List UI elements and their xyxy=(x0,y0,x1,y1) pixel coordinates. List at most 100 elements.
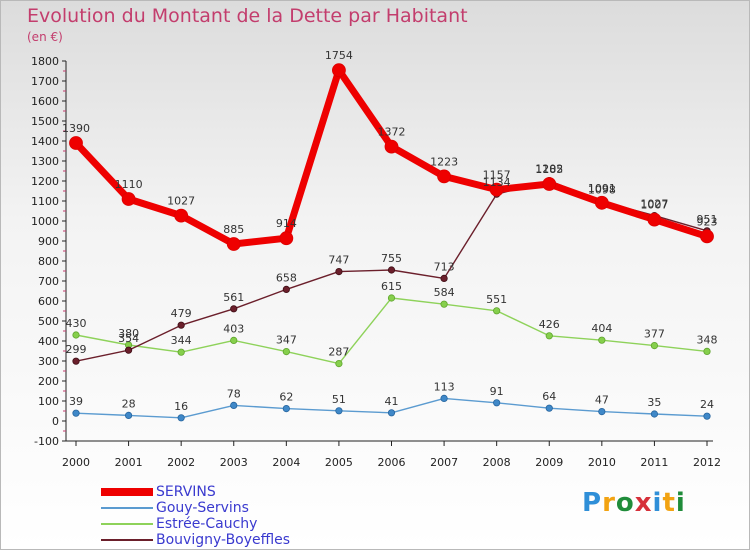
x-tick-label: 2012 xyxy=(693,456,721,469)
y-tick-label: 1700 xyxy=(31,75,59,88)
data-label: 1134 xyxy=(483,176,511,189)
data-point xyxy=(282,285,290,293)
data-label: 1157 xyxy=(483,169,511,182)
data-point xyxy=(493,307,501,315)
data-label: 299 xyxy=(66,343,87,356)
data-point xyxy=(440,394,448,402)
x-tick-label: 2008 xyxy=(483,456,511,469)
y-tick-label: 200 xyxy=(38,375,59,388)
y-tick-label: 300 xyxy=(38,355,59,368)
data-point xyxy=(174,208,189,223)
y-tick-label: 1100 xyxy=(31,195,59,208)
y-tick-label: 100 xyxy=(38,395,59,408)
data-point xyxy=(387,266,396,274)
data-label: 1202 xyxy=(535,163,563,176)
data-point xyxy=(124,411,133,419)
data-point xyxy=(335,407,343,415)
x-tick-label: 2004 xyxy=(272,456,300,469)
x-tick-label: 2010 xyxy=(588,456,616,469)
data-point xyxy=(72,409,80,417)
x-tick-label: 2006 xyxy=(378,456,406,469)
logo-letter: P xyxy=(582,488,603,518)
data-label: 914 xyxy=(276,217,297,230)
data-point xyxy=(121,192,136,206)
data-point xyxy=(650,341,659,350)
data-label: 658 xyxy=(276,271,297,284)
logo-letter: i xyxy=(652,488,663,518)
data-label: 1754 xyxy=(325,49,353,62)
data-label: 24 xyxy=(700,398,714,411)
data-label: 47 xyxy=(595,394,609,407)
proxiti-logo: Proxiti xyxy=(582,488,686,518)
data-label: 1223 xyxy=(430,155,458,168)
data-label: 1390 xyxy=(62,122,90,135)
data-label: 1372 xyxy=(378,126,406,139)
data-label: 344 xyxy=(171,334,192,347)
y-tick-label: 1200 xyxy=(31,175,59,188)
data-point xyxy=(384,139,399,154)
data-point xyxy=(279,231,294,246)
y-tick-label: 1000 xyxy=(31,215,59,228)
series-lines xyxy=(69,63,714,422)
data-point xyxy=(440,274,448,282)
y-tick-label: 1600 xyxy=(31,95,59,108)
data-point xyxy=(282,347,290,356)
data-label: 64 xyxy=(542,390,556,403)
data-label: 16 xyxy=(174,400,188,413)
x-tick-label: 2009 xyxy=(535,456,563,469)
logo-letter: i xyxy=(675,488,686,518)
data-label: 404 xyxy=(591,322,612,335)
y-tick-label: -100 xyxy=(34,435,59,448)
chart-title: Evolution du Montant de la Dette par Hab… xyxy=(27,5,468,27)
x-tick-label: 2007 xyxy=(430,456,458,469)
legend-swatch xyxy=(101,523,153,525)
data-label: 348 xyxy=(697,333,718,346)
logo-letter: r xyxy=(602,488,616,518)
data-point xyxy=(332,63,346,78)
data-point xyxy=(226,237,241,251)
data-label: 1185 xyxy=(535,163,563,176)
data-label: 426 xyxy=(539,318,560,331)
y-tick-label: 400 xyxy=(38,335,59,348)
data-point xyxy=(489,182,504,197)
data-point xyxy=(545,404,553,412)
data-point xyxy=(594,195,609,210)
legend-swatch xyxy=(101,488,153,496)
series-line-0 xyxy=(73,66,709,248)
data-label: 713 xyxy=(434,260,455,273)
data-point xyxy=(69,136,83,150)
data-point xyxy=(493,399,501,407)
data-label: 584 xyxy=(434,286,455,299)
y-tick-label: 1800 xyxy=(31,55,59,68)
logo-letter: o xyxy=(615,488,635,518)
data-label: 91 xyxy=(490,385,504,398)
data-point xyxy=(545,332,553,340)
data-label: 347 xyxy=(276,334,297,347)
data-point xyxy=(440,300,448,308)
data-point xyxy=(437,169,451,184)
data-label: 615 xyxy=(381,280,402,293)
data-label: 1110 xyxy=(115,178,143,191)
data-label: 62 xyxy=(279,391,293,404)
data-label: 377 xyxy=(644,328,665,341)
data-point xyxy=(650,410,659,418)
data-point xyxy=(335,267,343,276)
data-point xyxy=(703,412,711,420)
x-tick-label: 2000 xyxy=(62,456,90,469)
y-tick-label: 500 xyxy=(38,315,59,328)
data-point xyxy=(598,336,606,344)
data-point xyxy=(177,414,185,422)
y-tick-label: 1300 xyxy=(31,155,59,168)
chart-unit-label: (en €) xyxy=(27,30,63,44)
data-label: 354 xyxy=(118,332,139,345)
logo-letter: x xyxy=(634,488,653,518)
y-tick-label: 900 xyxy=(38,235,59,248)
data-point xyxy=(335,359,343,368)
data-label: 1027 xyxy=(167,195,195,208)
data-labels: 39 28 16 78 62 51 41 113 91 64 47 35 24 430 380 344 403 3… xyxy=(62,49,718,413)
legend-label: Gouy-Servins xyxy=(156,500,249,516)
legend-label: Bouvigny-Boyeffles xyxy=(156,532,291,548)
data-label: 380 xyxy=(118,327,139,340)
data-label: 1098 xyxy=(588,183,616,196)
